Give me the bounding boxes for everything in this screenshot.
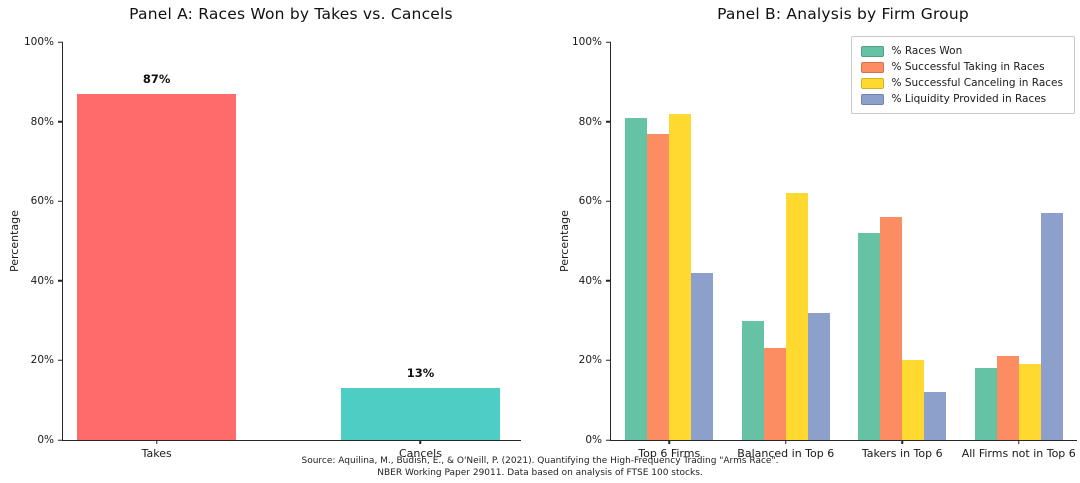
legend-swatch bbox=[860, 45, 884, 57]
x-tick-mark bbox=[155, 440, 158, 444]
grouped-bar bbox=[763, 348, 786, 440]
y-tick-label: 20% bbox=[30, 354, 54, 367]
x-tick-label: All Firms not in Top 6 bbox=[961, 447, 1076, 460]
y-tick-label: 40% bbox=[30, 274, 54, 287]
x-tick-label: Takers in Top 6 bbox=[861, 447, 943, 460]
source-citation: Source: Aquilina, M., Budish, E., & O'Ne… bbox=[0, 455, 1080, 479]
grouped-bar bbox=[924, 392, 947, 440]
y-tick-mark bbox=[58, 280, 63, 282]
y-tick-mark bbox=[58, 359, 63, 362]
y-tick-label: 60% bbox=[578, 195, 602, 208]
grouped-bar bbox=[974, 368, 997, 440]
y-tick-label: 0% bbox=[37, 434, 54, 446]
bar-group bbox=[961, 42, 1078, 440]
panel-b-legend: % Races Won % Successful Taking in Races%… bbox=[850, 36, 1075, 114]
x-tick-mark bbox=[785, 440, 787, 444]
bar-takes bbox=[77, 93, 237, 440]
x-tick-mark bbox=[668, 440, 670, 444]
panel-a-title: Panel A: Races Won by Takes vs. Cancels bbox=[129, 5, 453, 23]
grouped-bar bbox=[669, 113, 692, 440]
y-tick-label: 80% bbox=[578, 115, 602, 128]
grouped-bar bbox=[902, 360, 925, 440]
bar-group bbox=[611, 42, 728, 440]
x-tick-label: Top 6 Firms bbox=[638, 447, 701, 460]
y-tick-mark bbox=[606, 41, 611, 43]
y-tick-mark bbox=[58, 439, 63, 441]
x-tick-mark bbox=[1018, 440, 1020, 444]
y-tick-label: 100% bbox=[23, 36, 54, 48]
y-tick-label: 20% bbox=[578, 354, 602, 367]
legend-label: % Races Won bbox=[891, 45, 963, 57]
y-tick-label: 0% bbox=[585, 434, 602, 446]
bar-group bbox=[844, 42, 961, 440]
source-line-1: Source: Aquilina, M., Budish, E., & O'Ne… bbox=[301, 456, 779, 466]
x-tick-mark bbox=[419, 440, 422, 444]
y-tick-mark bbox=[58, 120, 63, 123]
y-tick-label: 100% bbox=[571, 36, 602, 48]
legend-label: % Successful Canceling in Races bbox=[891, 77, 1063, 89]
y-tick-label: 60% bbox=[30, 195, 54, 208]
bar-group bbox=[728, 42, 845, 440]
grouped-bar bbox=[647, 133, 670, 440]
panel-b-y-axis-label: Percentage bbox=[558, 210, 571, 272]
grouped-bar bbox=[741, 320, 764, 440]
grouped-bar bbox=[691, 272, 714, 440]
grouped-bar bbox=[1040, 213, 1063, 440]
y-tick-mark bbox=[58, 41, 63, 43]
y-tick-mark bbox=[606, 359, 611, 362]
legend-swatch bbox=[860, 93, 884, 105]
grouped-bar bbox=[858, 233, 881, 440]
grouped-bar bbox=[996, 356, 1019, 440]
legend-swatch bbox=[860, 77, 884, 89]
legend-item: % Races Won bbox=[860, 45, 1063, 57]
y-tick-mark bbox=[606, 280, 611, 282]
y-tick-label: 40% bbox=[578, 274, 602, 287]
grouped-bar bbox=[625, 117, 648, 440]
legend-item: % Liquidity Provided in Races bbox=[860, 93, 1063, 105]
x-tick-label: Cancels bbox=[398, 447, 442, 460]
y-tick-mark bbox=[58, 200, 63, 202]
legend-swatch bbox=[860, 61, 884, 73]
x-tick-label: Takes bbox=[141, 447, 172, 460]
y-tick-label: 80% bbox=[30, 115, 54, 128]
panel-b-title: Panel B: Analysis by Firm Group bbox=[717, 5, 969, 23]
grouped-bar bbox=[807, 312, 830, 440]
x-tick-mark bbox=[901, 440, 903, 444]
x-tick-label: Balanced in Top 6 bbox=[737, 447, 835, 460]
grouped-bar bbox=[785, 193, 808, 440]
bar-value-label: 13% bbox=[406, 366, 435, 381]
y-tick-mark bbox=[606, 120, 611, 123]
legend-label: % Successful Taking in Races bbox=[891, 61, 1045, 73]
legend-item: % Successful Taking in Races bbox=[860, 61, 1063, 73]
bar-value-label: 87% bbox=[142, 71, 171, 86]
y-tick-mark bbox=[606, 439, 611, 441]
legend-label: % Liquidity Provided in Races bbox=[891, 93, 1047, 105]
grouped-bar bbox=[880, 217, 903, 440]
panel-a-plot-area: 0% 20% 40% 60% 80% 100% 87% Takes 13% Cancels bbox=[24, 36, 521, 460]
bar-cancels bbox=[341, 388, 500, 440]
y-tick-mark bbox=[606, 200, 611, 202]
panel-b-plot-area: % Races Won % Successful Taking in Races%… bbox=[572, 36, 1078, 460]
legend-item: % Successful Canceling in Races bbox=[860, 77, 1063, 89]
panel-a-y-axis-label: Percentage bbox=[8, 210, 21, 272]
grouped-bar bbox=[1018, 364, 1041, 440]
source-line-2: NBER Working Paper 29011. Data based on … bbox=[377, 468, 703, 479]
